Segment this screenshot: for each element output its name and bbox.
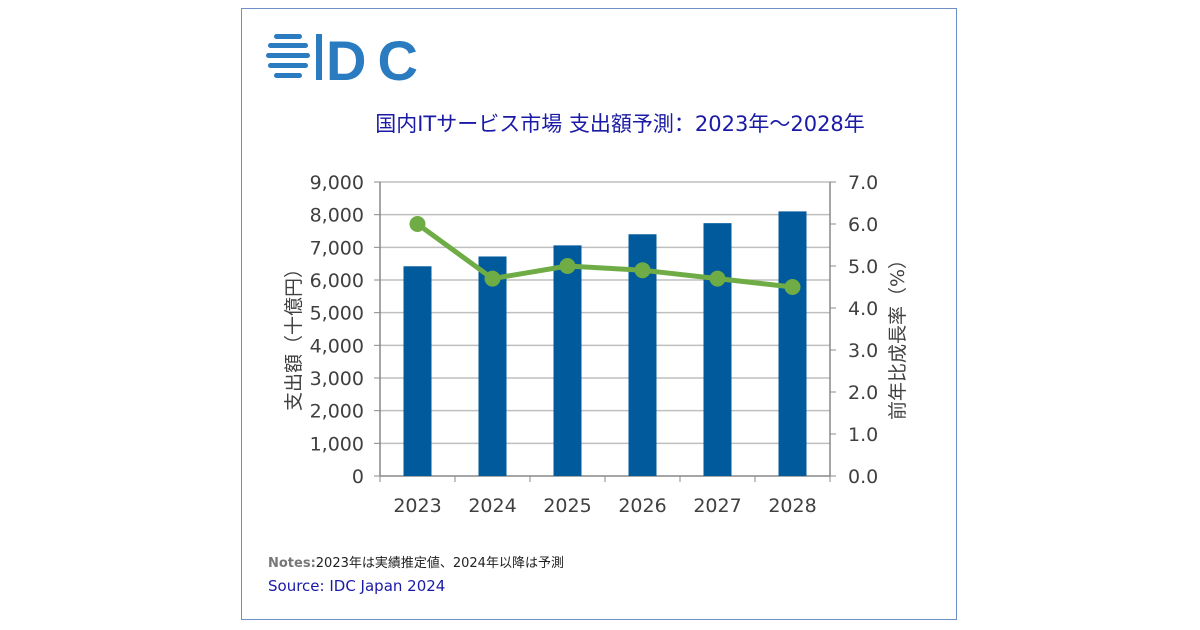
y-tick-label: 6,000 [310, 270, 364, 292]
notes-text: 2023年は実績推定値、2024年以降は予測 [315, 556, 564, 571]
bar-2025 [553, 245, 582, 476]
bar-2028 [778, 211, 807, 476]
y2-tick-label: 7.0 [848, 172, 878, 194]
x-tick-label: 2026 [618, 495, 666, 517]
y-tick-label: 7,000 [310, 237, 364, 259]
growth-point-2027 [709, 270, 726, 287]
growth-point-2026 [634, 262, 651, 279]
y2-tick-label: 4.0 [848, 298, 878, 320]
notes: Notes:2023年は実績推定値、2024年以降は予測 [268, 552, 564, 571]
y2-tick-label: 3.0 [848, 340, 878, 362]
y-tick-label: 4,000 [310, 335, 364, 357]
growth-point-2024 [484, 270, 501, 287]
growth-point-2025 [559, 258, 576, 274]
x-tick-label: 2027 [693, 495, 741, 517]
bar-2023 [403, 266, 432, 476]
y2-tick-label: 2.0 [848, 382, 878, 404]
notes-label: Notes: [268, 556, 316, 571]
y-tick-label: 5,000 [310, 303, 364, 325]
x-tick-label: 2023 [393, 495, 441, 517]
y2-tick-label: 0.0 [848, 466, 878, 488]
x-tick-label: 2028 [768, 495, 816, 517]
growth-point-2028 [784, 279, 801, 295]
y-tick-label: 8,000 [310, 205, 364, 227]
y2-tick-label: 5.0 [848, 256, 878, 278]
y-axis-label: 支出額（十億円） [283, 259, 305, 411]
growth-line [416, 221, 793, 290]
y2-axis-label: 前年比成長率（%） [887, 250, 909, 420]
source: Source: IDC Japan 2024 [268, 577, 446, 595]
bar-2027 [703, 223, 732, 476]
y-tick-label: 9,000 [310, 172, 364, 194]
y-tick-label: 1,000 [310, 433, 364, 455]
y-tick-label: 0 [352, 466, 364, 488]
y2-tick-label: 6.0 [848, 214, 878, 236]
chart-title: 国内ITサービス市場 支出額予測：2023年～2028年 [375, 112, 865, 136]
y2-tick-label: 1.0 [848, 424, 878, 446]
x-tick-label: 2025 [543, 495, 591, 517]
y-tick-label: 2,000 [310, 401, 364, 423]
idc-logo: DC [266, 32, 418, 84]
growth-point-2023 [409, 216, 426, 232]
figure-frame [241, 8, 957, 620]
y-tick-label: 3,000 [310, 368, 364, 390]
x-tick-label: 2024 [468, 495, 516, 517]
bar-2024 [478, 256, 507, 476]
